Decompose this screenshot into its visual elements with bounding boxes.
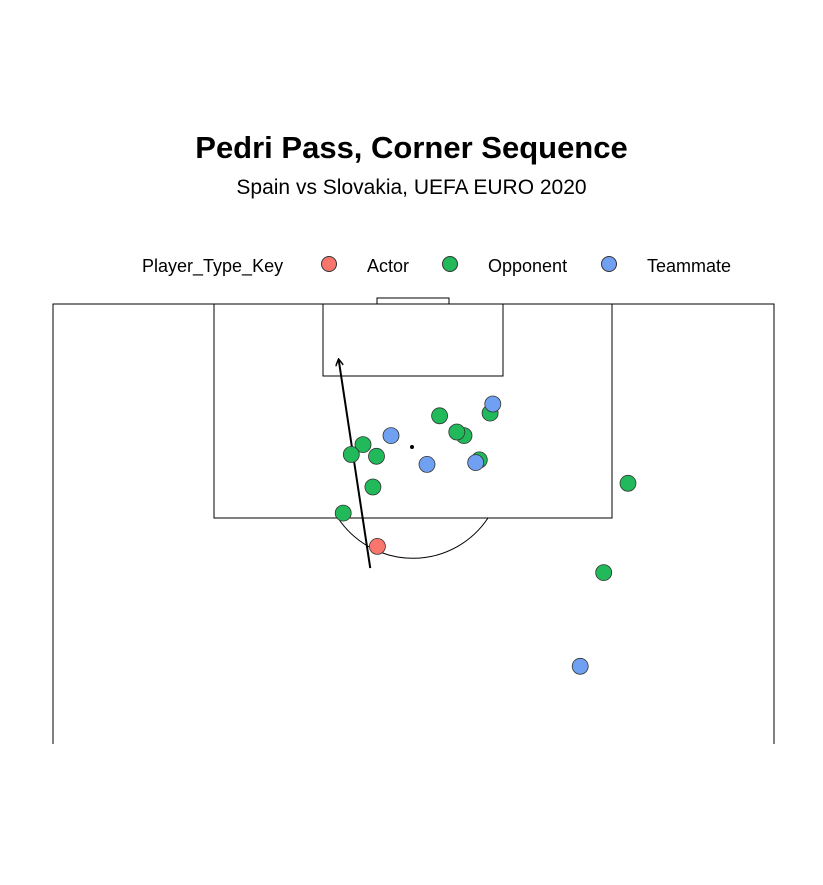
player-point-teammate bbox=[418, 455, 436, 473]
player-point-teammate bbox=[467, 454, 485, 472]
legend-label-opponent: Opponent bbox=[488, 256, 568, 276]
legend-label-actor: Actor bbox=[367, 256, 410, 276]
pitch-outline bbox=[52, 303, 775, 744]
player-point-opponent bbox=[334, 504, 352, 522]
player-point-opponent bbox=[354, 436, 372, 454]
pass-arrow bbox=[339, 360, 372, 569]
player-point-opponent bbox=[448, 423, 466, 441]
legend-label-teammate: Teammate bbox=[647, 256, 732, 276]
player-point-opponent bbox=[595, 564, 613, 581]
player-point-opponent bbox=[364, 478, 382, 496]
six-yard-box bbox=[322, 303, 504, 377]
legend-title: Player_Type_Key bbox=[142, 256, 284, 276]
player-point-teammate bbox=[382, 427, 400, 445]
player-point-opponent bbox=[431, 407, 449, 425]
penalty-spot bbox=[410, 445, 414, 449]
player-point-opponent bbox=[619, 474, 637, 492]
legend-swatch-actor bbox=[321, 256, 337, 272]
chart-subtitle: Spain vs Slovakia, UEFA EURO 2020 bbox=[236, 176, 587, 199]
penalty-arc bbox=[337, 517, 489, 559]
goal bbox=[376, 297, 450, 305]
player-point-opponent bbox=[368, 447, 385, 465]
legend-swatch-teammate bbox=[601, 256, 617, 272]
player-point-opponent bbox=[342, 446, 360, 463]
player-point-teammate bbox=[484, 395, 502, 413]
penalty-box bbox=[213, 303, 613, 519]
player-point-actor bbox=[368, 538, 386, 555]
chart-title: Pedri Pass, Corner Sequence bbox=[195, 130, 628, 165]
legend-swatch-opponent bbox=[442, 256, 458, 272]
player-point-teammate bbox=[571, 657, 589, 675]
